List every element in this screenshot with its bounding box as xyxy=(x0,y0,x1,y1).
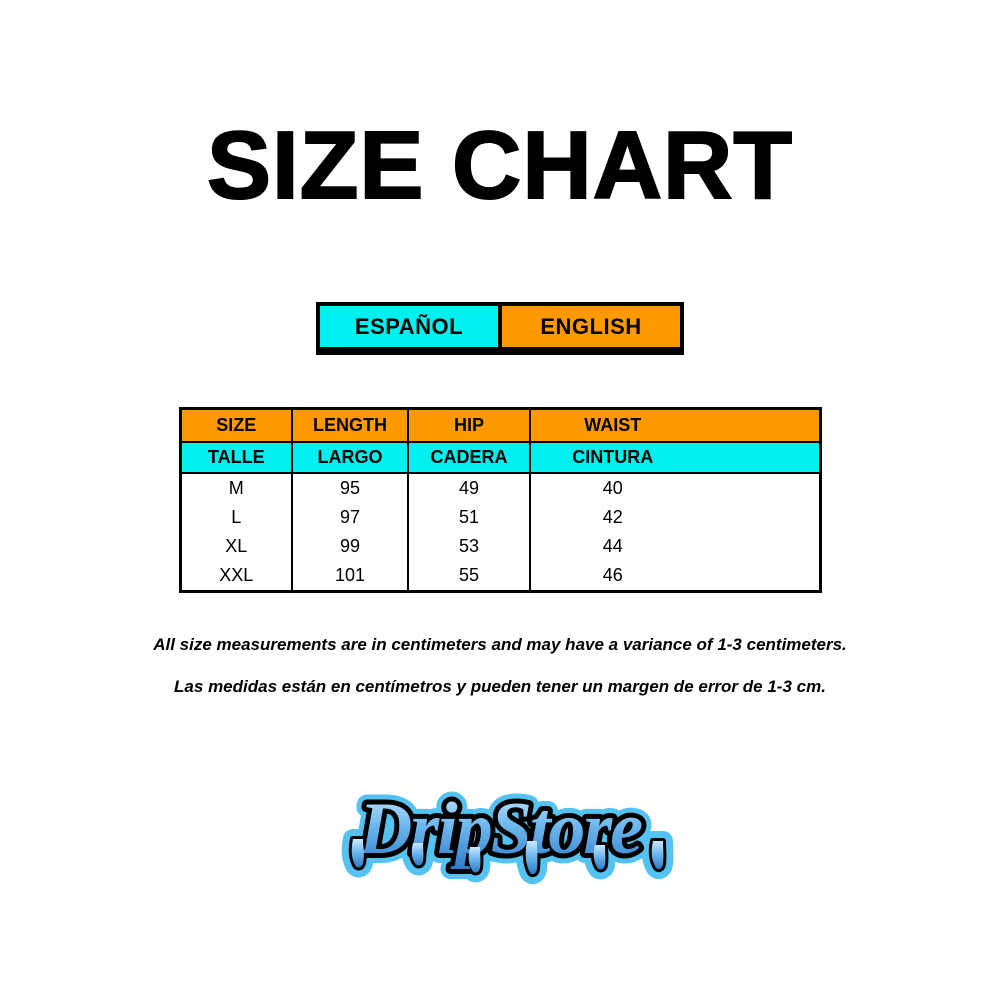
table-cell: 46 xyxy=(529,561,821,592)
header-cell-length: LENGTH xyxy=(291,408,409,443)
table-row-l: L 97 51 42 xyxy=(179,503,821,532)
table-cell: 101 xyxy=(291,561,409,592)
dripstore-logo-graphic: DripStore DripStore DripStore xyxy=(341,778,674,885)
note-english: All size measurements are in centimeters… xyxy=(153,635,847,654)
table-cell: 49 xyxy=(407,473,531,503)
table-cell: 55 xyxy=(407,561,531,592)
note-spanish: Las medidas están en centímetros y puede… xyxy=(174,677,826,696)
table-cell: 99 xyxy=(291,532,409,561)
dripstore-logo: DripStore DripStore DripStore xyxy=(0,753,1000,913)
table-cell: 42 xyxy=(529,503,821,532)
table-row-xxl: XXL 101 55 46 xyxy=(179,561,821,592)
header-cell-largo: LARGO xyxy=(291,442,409,474)
table-cell: M xyxy=(179,473,293,503)
header-cell-size: SIZE xyxy=(179,408,293,443)
table-cell: XXL xyxy=(179,561,293,592)
logo-glow-text: DripStore xyxy=(358,788,642,870)
size-table: SIZE LENGTH HIP WAIST TALLE LARGO CADERA… xyxy=(178,407,822,593)
table-cell: 44 xyxy=(529,532,821,561)
table-header-english: SIZE LENGTH HIP WAIST xyxy=(179,408,821,443)
table-cell: XL xyxy=(179,532,293,561)
table-cell: 97 xyxy=(291,503,409,532)
page-title: SIZE CHART xyxy=(206,112,793,219)
header-cell-hip: HIP xyxy=(407,408,531,443)
header-cell-waist: WAIST xyxy=(529,408,821,443)
table-cell: 53 xyxy=(407,532,531,561)
logo-fill-layer: DripStore xyxy=(351,788,664,875)
table-row-xl: XL 99 53 44 xyxy=(179,532,821,561)
tab-english[interactable]: ENGLISH xyxy=(502,306,680,347)
table-cell: 95 xyxy=(291,473,409,503)
table-cell: 51 xyxy=(407,503,531,532)
tab-espanol[interactable]: ESPAÑOL xyxy=(320,306,502,347)
table-row-m: M 95 49 40 xyxy=(179,473,821,503)
header-cell-talle: TALLE xyxy=(179,442,293,474)
table-cell: 40 xyxy=(529,473,821,503)
header-cell-cadera: CADERA xyxy=(407,442,531,474)
header-cell-cintura: CINTURA xyxy=(529,442,821,474)
language-tabs: ESPAÑOL ENGLISH xyxy=(316,302,684,355)
table-header-spanish: TALLE LARGO CADERA CINTURA xyxy=(179,442,821,474)
table-cell: L xyxy=(179,503,293,532)
